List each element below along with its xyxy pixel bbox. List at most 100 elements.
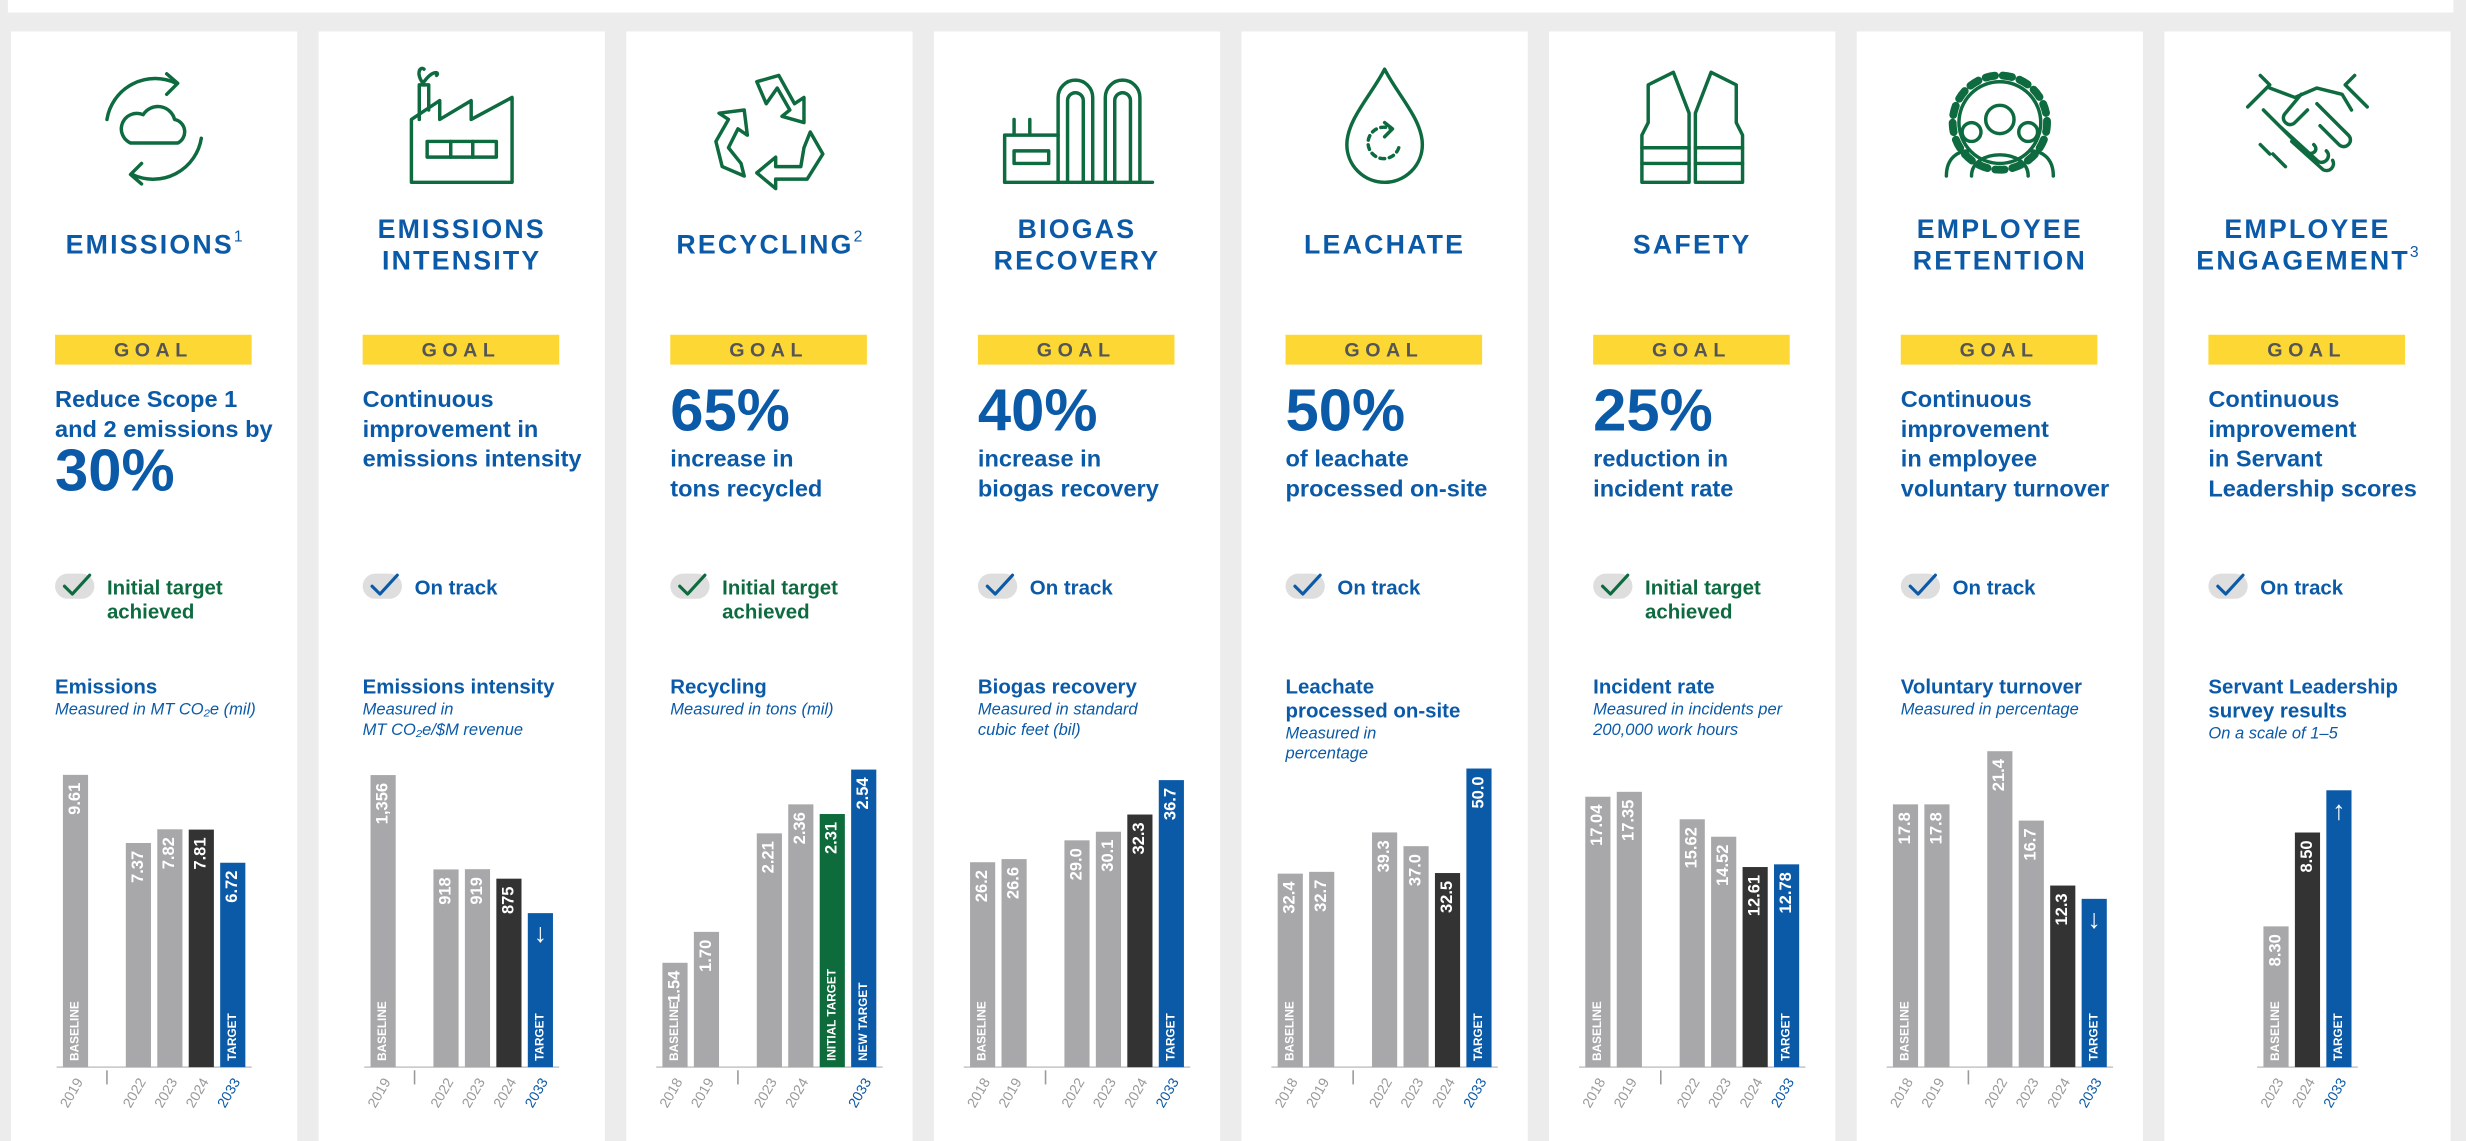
- card-title-text: BIOGAS: [1018, 214, 1137, 244]
- goal-text: Continuous: [1901, 386, 2032, 412]
- bar-label: BASELINE: [2269, 1001, 2282, 1061]
- goal-text: voluntary turnover: [1901, 476, 2109, 502]
- value-label: 12.78: [1777, 872, 1795, 913]
- bar: [527, 913, 553, 1068]
- card-title-text: SAFETY: [1633, 230, 1752, 260]
- chart-subtitle: percentage: [1285, 745, 1369, 763]
- bar: [1616, 791, 1642, 1068]
- value-label: 17.8: [1896, 812, 1914, 844]
- top-strip: [7, 0, 2454, 13]
- icon-vest: [1640, 70, 1745, 185]
- goal-text: reduction in: [1593, 446, 1728, 472]
- bar-label: TARGET: [2087, 1013, 2100, 1061]
- bar: [1277, 873, 1303, 1068]
- bar: [464, 869, 491, 1068]
- bar-label: BASELINE: [976, 1001, 989, 1061]
- status-text: On track: [1030, 578, 1114, 600]
- goal-text: improvement: [1901, 416, 2049, 442]
- status-check: [62, 573, 92, 596]
- status-text: achieved: [107, 601, 194, 623]
- card-title: EMISSIONS: [378, 214, 546, 244]
- bar-label: BASELINE: [668, 1001, 681, 1061]
- bar: [1434, 873, 1461, 1068]
- goal-text: increase in: [670, 446, 793, 472]
- goal-text: improvement: [2208, 416, 2356, 442]
- bar-label: TARGET: [1164, 1013, 1177, 1061]
- bar: [2081, 898, 2107, 1068]
- chart-title: Voluntary turnover: [1901, 677, 2082, 699]
- value-label: 6.72: [223, 871, 241, 903]
- card-title-text: RECOVERY: [994, 246, 1161, 276]
- bar: [1095, 831, 1122, 1068]
- chart-title: processed on-site: [1286, 700, 1461, 722]
- bar-label: TARGET: [1472, 1013, 1485, 1061]
- bar-label: TARGET: [226, 1013, 239, 1061]
- goal-label: GOAL: [1344, 339, 1423, 361]
- card-title-text: EMISSIONS: [66, 230, 234, 260]
- bar: [1127, 814, 1153, 1068]
- goal-figure: 25%: [1593, 377, 1713, 444]
- goal-text: processed on-site: [1286, 476, 1488, 502]
- value-label: 17.35: [1620, 800, 1638, 841]
- value-label: 29.0: [1067, 848, 1085, 880]
- bar: [2018, 820, 2044, 1068]
- goal-text: in Servant: [2208, 446, 2322, 472]
- card: LEACHATE GOAL 50%of leachate processed on-s…: [1241, 31, 1528, 1141]
- bar: [157, 829, 183, 1068]
- card-title: LEACHATE: [1304, 230, 1465, 260]
- bar: [1064, 840, 1090, 1068]
- bar: [2294, 832, 2321, 1068]
- goal-band: [55, 334, 252, 365]
- status-text: On track: [1337, 578, 1421, 600]
- icon-handshake: [2245, 73, 2369, 173]
- bar: [1711, 836, 1737, 1068]
- goal-label: GOAL: [1037, 339, 1116, 361]
- value-label: 1,356: [373, 783, 391, 824]
- goal-text: Continuous: [363, 386, 494, 412]
- value-label: 2.54: [854, 777, 872, 810]
- icon-factory: [409, 66, 514, 185]
- title-superscript: 2: [854, 228, 863, 245]
- goal-label: GOAL: [1960, 339, 2039, 361]
- value-label: 17.04: [1588, 804, 1606, 846]
- goal-band: [977, 334, 1175, 365]
- bar-label: BASELINE: [1899, 1001, 1912, 1061]
- status-text: achieved: [722, 601, 809, 623]
- bar: [1372, 832, 1398, 1068]
- chart-title: Emissions: [55, 677, 157, 699]
- bar: [693, 931, 720, 1068]
- chart-subtitle: 200,000 work hours: [1592, 721, 1738, 739]
- bar: [1924, 804, 1950, 1068]
- value-label: 875: [499, 887, 517, 915]
- value-label: 12.61: [1745, 875, 1763, 916]
- value-label: 32.3: [1130, 822, 1148, 854]
- value-label: 26.6: [1004, 867, 1022, 899]
- card-title-text: RECYCLING: [676, 230, 853, 260]
- goal-figure: 40%: [978, 377, 1098, 444]
- value-label: 7.37: [129, 851, 147, 883]
- chart-title: Emissions intensity: [363, 677, 556, 699]
- value-label: 32.4: [1281, 881, 1299, 914]
- value-label: 7.82: [160, 837, 178, 869]
- card-title-text: EMISSIONS: [378, 214, 546, 244]
- chart-title: survey results: [2208, 700, 2347, 722]
- bar: [1403, 846, 1429, 1068]
- goal-text: Continuous: [2208, 386, 2339, 412]
- goal-text: improvement in: [363, 416, 539, 442]
- bar: [2263, 926, 2289, 1068]
- bar: [1679, 819, 1705, 1068]
- bar: [1466, 768, 1492, 1068]
- status-check: [678, 573, 707, 596]
- goal-text: biogas recovery: [978, 476, 1159, 502]
- value-label: 17.8: [1927, 812, 1945, 844]
- card-title-text: RETENTION: [1913, 246, 2087, 276]
- status-text: Initial target: [722, 578, 838, 600]
- bar-label: BASELINE: [376, 1001, 389, 1061]
- bar: [819, 814, 845, 1068]
- status-check: [2216, 573, 2245, 596]
- bar: [125, 842, 151, 1068]
- goal-text: tons recycled: [670, 476, 822, 502]
